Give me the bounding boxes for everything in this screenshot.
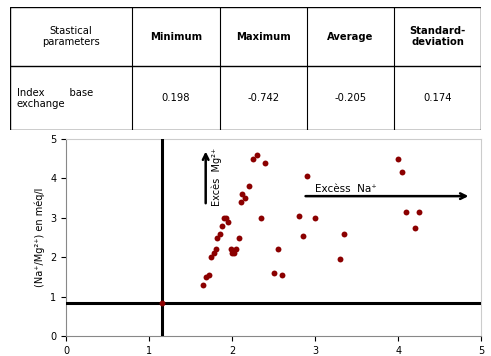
Point xyxy=(241,195,248,201)
Point xyxy=(311,215,319,221)
Text: Average: Average xyxy=(327,32,374,42)
Point xyxy=(218,223,226,229)
Point xyxy=(403,209,410,215)
Point xyxy=(228,251,236,256)
Text: Excèss  Na⁺: Excèss Na⁺ xyxy=(315,184,377,194)
Text: -0.205: -0.205 xyxy=(334,93,366,103)
Point xyxy=(411,225,419,231)
Point xyxy=(210,251,218,256)
Point xyxy=(303,173,311,179)
Point xyxy=(199,282,207,288)
Point xyxy=(278,272,286,278)
Point xyxy=(262,160,270,166)
Point xyxy=(205,272,213,278)
Y-axis label: (Na⁺/Mg²⁺) en méq/l: (Na⁺/Mg²⁺) en méq/l xyxy=(34,188,45,287)
Point xyxy=(253,152,261,157)
Point xyxy=(224,219,232,225)
Point xyxy=(220,215,228,221)
Point xyxy=(216,231,224,236)
Point xyxy=(230,251,238,256)
Text: 0.174: 0.174 xyxy=(423,93,452,103)
Text: Maximum: Maximum xyxy=(236,32,291,42)
Point xyxy=(270,270,278,276)
Point xyxy=(158,300,165,306)
Text: Index        base
exchange: Index base exchange xyxy=(17,88,93,109)
Text: 0.198: 0.198 xyxy=(162,93,190,103)
Point xyxy=(245,183,253,189)
Point xyxy=(238,191,246,197)
Point xyxy=(336,257,344,262)
Point xyxy=(394,156,402,161)
Point xyxy=(415,209,423,215)
Point xyxy=(398,169,406,175)
Point xyxy=(208,255,216,260)
Point xyxy=(235,235,243,241)
Point xyxy=(295,213,302,219)
Point xyxy=(249,156,257,161)
Text: Minimum: Minimum xyxy=(150,32,202,42)
Point xyxy=(274,247,282,252)
Point xyxy=(299,233,307,239)
Text: Standard-
deviation: Standard- deviation xyxy=(409,26,465,47)
Point xyxy=(237,199,245,205)
Point xyxy=(221,215,229,221)
Point xyxy=(212,247,219,252)
Point xyxy=(202,274,210,280)
Point xyxy=(227,247,235,252)
Point xyxy=(257,215,265,221)
Point xyxy=(340,231,348,236)
Text: Excès  Mg²⁺: Excès Mg²⁺ xyxy=(212,148,222,206)
Text: Stastical
parameters: Stastical parameters xyxy=(42,26,100,47)
Text: -0.742: -0.742 xyxy=(247,93,279,103)
Point xyxy=(232,247,240,252)
Point xyxy=(214,235,221,241)
